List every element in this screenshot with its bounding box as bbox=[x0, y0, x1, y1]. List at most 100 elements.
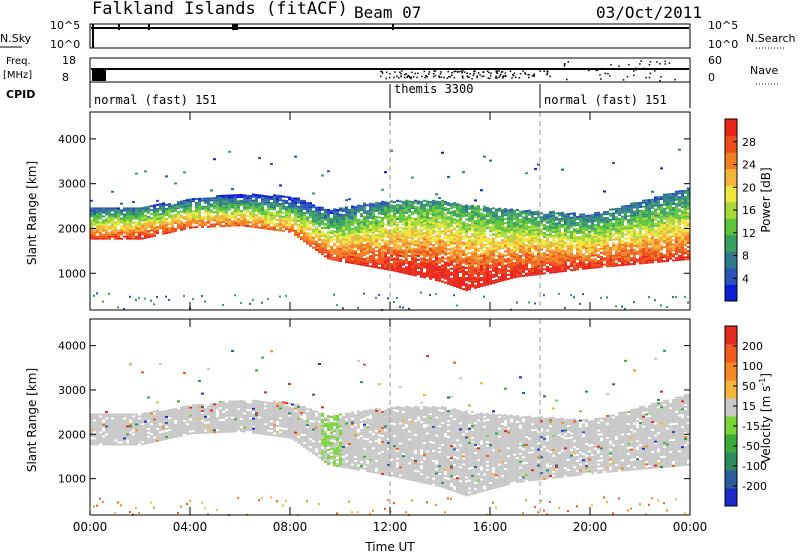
power-cell bbox=[474, 224, 477, 226]
power-cell bbox=[438, 215, 441, 217]
nave-dot bbox=[407, 75, 409, 77]
power-cell bbox=[156, 212, 159, 214]
power-cell bbox=[279, 221, 282, 223]
power-cell bbox=[351, 234, 354, 236]
power-cell bbox=[621, 258, 624, 260]
power-cell bbox=[654, 199, 657, 201]
power-cell bbox=[576, 266, 579, 268]
power-cell bbox=[216, 201, 219, 203]
power-cell bbox=[648, 213, 651, 215]
power-cell bbox=[573, 241, 576, 243]
power-cell bbox=[363, 293, 365, 295]
power-cell bbox=[612, 243, 615, 245]
power-cell bbox=[477, 262, 480, 264]
power-cell bbox=[381, 201, 384, 203]
power-cell bbox=[261, 199, 264, 201]
power-cell bbox=[582, 254, 585, 256]
power-cell bbox=[126, 209, 129, 211]
power-cell bbox=[330, 240, 333, 242]
power-cell bbox=[525, 260, 528, 262]
power-cell bbox=[453, 259, 456, 261]
power-cell bbox=[639, 246, 642, 248]
power-cell bbox=[153, 205, 156, 207]
power-cell bbox=[102, 207, 105, 209]
power-cell bbox=[492, 260, 495, 262]
power-cell bbox=[129, 222, 132, 224]
power-cell bbox=[630, 241, 633, 243]
power-cell bbox=[375, 238, 378, 240]
power-cell bbox=[444, 276, 447, 278]
nave-dot bbox=[633, 70, 635, 72]
power-cell bbox=[312, 214, 315, 216]
power-cell bbox=[519, 255, 522, 257]
power-cell bbox=[627, 209, 630, 211]
power-cell bbox=[579, 242, 582, 244]
power-cell bbox=[621, 206, 624, 208]
power-cell bbox=[522, 265, 525, 267]
power-cell bbox=[408, 243, 411, 245]
power-cell bbox=[675, 227, 678, 229]
power-cell bbox=[432, 256, 435, 258]
power-cell bbox=[402, 207, 405, 209]
power-cell bbox=[393, 219, 396, 221]
power-cell bbox=[588, 239, 591, 241]
power-cell bbox=[105, 209, 108, 211]
power-cell bbox=[183, 208, 186, 210]
power-cell bbox=[240, 216, 243, 218]
power-cell bbox=[669, 225, 672, 227]
power-cell bbox=[486, 271, 489, 273]
power-cell bbox=[228, 195, 231, 197]
power-cell bbox=[600, 240, 603, 242]
power-cell bbox=[453, 261, 456, 263]
power-cell bbox=[408, 219, 411, 221]
power-cell bbox=[459, 257, 462, 259]
power-cell bbox=[273, 198, 276, 200]
power-cell bbox=[558, 238, 561, 240]
power-cell bbox=[465, 213, 468, 215]
power-cell bbox=[648, 258, 651, 260]
nave-dot bbox=[433, 73, 435, 75]
power-cell bbox=[162, 211, 165, 213]
nave-dot bbox=[393, 77, 395, 79]
power-cell bbox=[603, 221, 606, 223]
power-cell bbox=[585, 257, 588, 259]
power-cell bbox=[336, 304, 338, 306]
power-cell bbox=[666, 218, 669, 220]
power-cell bbox=[195, 212, 198, 214]
power-cell bbox=[324, 209, 327, 211]
power-cell bbox=[258, 206, 261, 208]
power-cell bbox=[165, 218, 168, 220]
power-cell bbox=[342, 232, 345, 234]
power-cell bbox=[96, 209, 99, 211]
power-cell bbox=[531, 231, 534, 233]
power-cell bbox=[234, 212, 237, 214]
power-cell bbox=[507, 213, 510, 215]
power-cell bbox=[219, 203, 222, 205]
power-cell bbox=[180, 200, 183, 202]
power-cell bbox=[576, 258, 579, 260]
power-cell bbox=[579, 230, 582, 232]
power-cell bbox=[207, 226, 210, 228]
power-cell bbox=[324, 217, 327, 219]
power-cell bbox=[591, 242, 594, 244]
nave-dot bbox=[421, 76, 423, 78]
power-cell bbox=[639, 224, 642, 226]
power-cell bbox=[270, 202, 273, 204]
power-cell bbox=[564, 236, 567, 238]
power-cell bbox=[432, 246, 435, 248]
power-cell bbox=[327, 241, 330, 243]
power-cell bbox=[585, 235, 588, 237]
power-cell bbox=[165, 208, 168, 210]
power-cell bbox=[396, 222, 399, 224]
power-cell bbox=[456, 250, 459, 252]
power-cell bbox=[198, 198, 201, 200]
power-cell bbox=[462, 276, 465, 278]
power-cell bbox=[498, 260, 501, 262]
power-cell bbox=[357, 259, 360, 261]
power-cell bbox=[384, 224, 387, 226]
power-cell bbox=[294, 200, 297, 202]
power-cell bbox=[285, 212, 288, 214]
power-cell bbox=[630, 231, 633, 233]
power-cell bbox=[348, 198, 351, 200]
power-cell bbox=[384, 252, 387, 254]
